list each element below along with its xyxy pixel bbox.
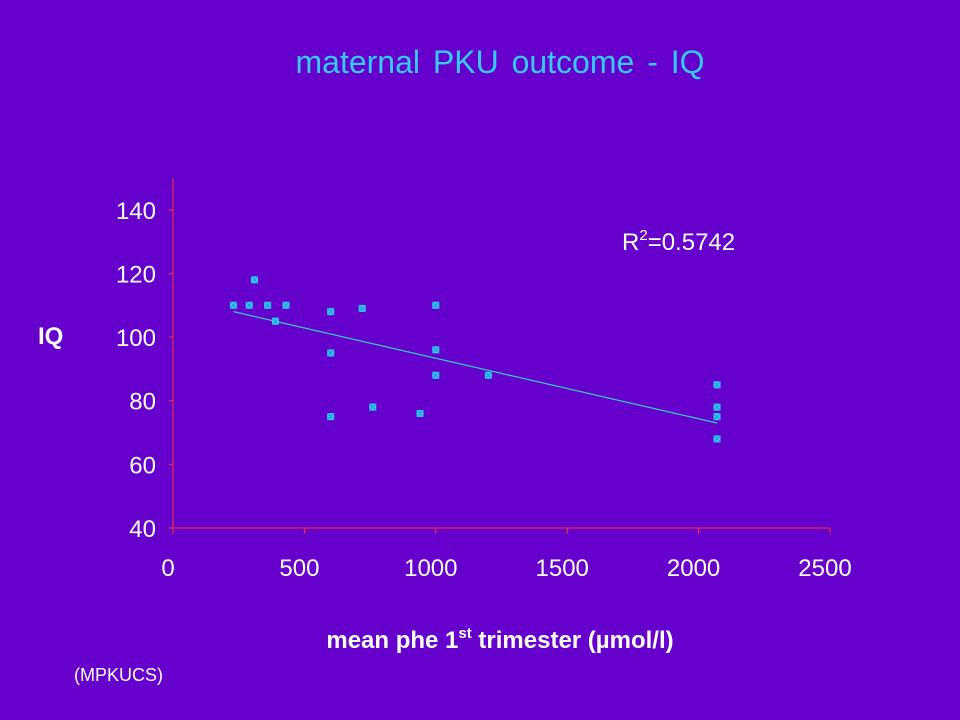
data-point-cross (431, 301, 440, 310)
data-point (431, 301, 440, 310)
data-point-cross (713, 435, 721, 443)
data-point (271, 317, 280, 326)
data-point (326, 412, 335, 421)
data-point (431, 345, 440, 354)
data-point-cross (484, 371, 493, 380)
data-point (326, 307, 335, 316)
data-point (431, 371, 440, 380)
data-point (713, 380, 721, 389)
data-point (263, 301, 272, 310)
x-tick-label: 500 (279, 555, 319, 582)
data-point-cross (250, 275, 259, 284)
data-point-cross (416, 409, 424, 418)
data-point-cross (431, 345, 440, 354)
data-point (484, 371, 493, 380)
data-point (229, 301, 238, 310)
data-point (358, 304, 367, 313)
y-tick-label: 60 (129, 452, 156, 479)
y-tick-label: 120 (116, 261, 156, 288)
data-point-cross (326, 349, 335, 357)
data-point-cross (713, 403, 721, 411)
data-point (326, 349, 335, 357)
data-point-cross (368, 403, 377, 411)
x-tick-label: 2500 (798, 555, 851, 582)
data-point (250, 275, 259, 284)
data-point-cross (358, 304, 367, 313)
r-squared-annotation: R2=0.5742 (622, 227, 735, 256)
data-point-cross (713, 412, 721, 421)
x-axis-label: mean phe 1st trimester (µmol/l) (326, 625, 673, 654)
chart-title: maternal PKU outcome - IQ (295, 44, 705, 80)
data-point-cross (245, 301, 254, 310)
x-tick-label: 1000 (404, 555, 457, 582)
y-axis-label: IQ (38, 323, 63, 350)
data-point (713, 403, 721, 411)
data-point (245, 301, 254, 310)
y-tick-label: 140 (116, 198, 156, 225)
data-point-cross (326, 412, 335, 421)
data-point (713, 435, 721, 443)
source-note: (MPKUCS) (74, 665, 163, 685)
data-point-cross (263, 301, 272, 310)
data-point (713, 412, 721, 421)
tick-labels: 40 60 80 100 120 140 0 500 1000 1500 2000 2500 (116, 198, 852, 582)
axes (169, 178, 831, 534)
data-point-cross (271, 317, 280, 326)
y-tick-label: 40 (129, 516, 156, 543)
x-tick-label: 0 (161, 555, 174, 582)
trendline-group (233, 311, 718, 424)
data-point-cross (431, 371, 440, 380)
y-tick-label: 100 (116, 325, 156, 352)
data-point (368, 403, 377, 411)
data-point (282, 301, 290, 310)
data-point-cross (713, 380, 721, 389)
data-point (416, 409, 424, 418)
data-point-cross (229, 301, 238, 310)
trendline (233, 311, 718, 424)
data-point-cross (282, 301, 290, 310)
data-point-cross (326, 307, 335, 316)
x-tick-label: 1500 (536, 555, 589, 582)
y-tick-label: 80 (129, 389, 156, 416)
x-tick-label: 2000 (667, 555, 720, 582)
data-points (229, 275, 721, 443)
